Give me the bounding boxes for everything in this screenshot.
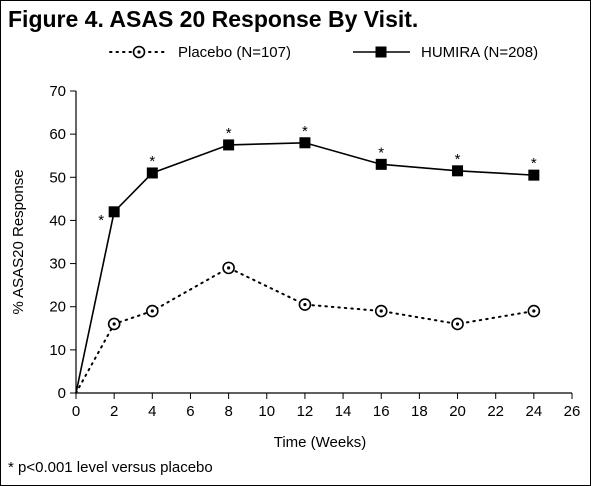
- x-tick-label: 14: [335, 403, 352, 420]
- circle-marker-dot: [150, 309, 154, 313]
- circle-marker-dot: [379, 309, 383, 313]
- significance-asterisk: *: [302, 123, 308, 140]
- circle-marker-dot: [137, 50, 141, 54]
- humira-point: [146, 167, 158, 179]
- placebo-point: [298, 298, 312, 311]
- humira-point: [299, 137, 311, 149]
- y-tick-label: 50: [49, 169, 66, 186]
- y-tick-label: 40: [49, 212, 66, 229]
- humira-line: [75, 141, 534, 394]
- x-tick-label: 18: [411, 403, 428, 420]
- placebo-point: [146, 304, 159, 318]
- axes: [75, 91, 572, 394]
- significance-markers: * * * * * * *: [98, 123, 537, 229]
- circle-marker-dot: [303, 302, 307, 307]
- placebo-point: [107, 317, 121, 331]
- legend-entry-placebo: Placebo (N=107): [109, 44, 291, 61]
- x-tick-label: 26: [564, 403, 581, 420]
- x-tick-label: 4: [148, 403, 156, 420]
- legend: Placebo (N=107) HUMIRA (N=208): [109, 44, 538, 61]
- y-axis-label: % ASAS20 Response: [10, 169, 27, 314]
- x-tick-label: 20: [449, 403, 466, 420]
- series-placebo: [75, 261, 541, 394]
- humira-point: [452, 165, 464, 177]
- placebo-point: [451, 317, 464, 331]
- humira-point: [223, 139, 235, 151]
- placebo-point: [222, 261, 235, 275]
- x-tick-label: 8: [224, 403, 232, 420]
- significance-asterisk: *: [98, 212, 104, 229]
- y-tick-label: 20: [49, 299, 66, 316]
- legend-placebo-label: Placebo (N=107): [178, 44, 291, 61]
- x-tick-label: 22: [487, 403, 504, 420]
- y-tick-label: 60: [49, 126, 66, 143]
- circle-marker-dot: [455, 322, 460, 326]
- x-tick-label: 16: [373, 403, 390, 420]
- humira-point: [108, 206, 120, 218]
- x-tick-label: 12: [297, 403, 314, 420]
- x-tick-label: 0: [72, 403, 80, 420]
- x-tick-label: 10: [258, 403, 275, 420]
- placebo-line: [75, 266, 535, 394]
- placebo-point: [527, 304, 541, 318]
- y-tick-label: 0: [58, 385, 66, 402]
- significance-asterisk: *: [455, 151, 461, 168]
- humira-point: [375, 46, 387, 58]
- placebo-point: [132, 45, 146, 59]
- x-tick-label: 6: [186, 403, 194, 420]
- series-humira: [75, 137, 540, 394]
- x-axis-ticks: 0 2 4 6 8 10 12 14 16 18 20 22 24 26: [72, 393, 581, 420]
- significance-asterisk: *: [226, 125, 232, 142]
- y-axis-ticks: 0 10 20 30 40 50 60 70: [49, 83, 76, 402]
- y-tick-label: 70: [49, 83, 66, 100]
- series-layer: [75, 137, 541, 394]
- significance-asterisk: *: [378, 144, 384, 161]
- x-tick-label: 24: [526, 403, 543, 420]
- y-tick-label: 30: [49, 256, 66, 273]
- legend-entry-humira: HUMIRA (N=208): [353, 44, 538, 61]
- circle-marker-dot: [112, 322, 116, 326]
- humira-point: [528, 169, 540, 181]
- significance-asterisk: *: [149, 153, 155, 170]
- placebo-point: [374, 304, 388, 318]
- legend-humira-label: HUMIRA (N=208): [421, 44, 538, 61]
- circle-marker-dot: [227, 266, 231, 270]
- circle-marker-dot: [532, 309, 536, 313]
- figure-title: Figure 4. ASAS 20 Response By Visit.: [8, 6, 419, 32]
- x-tick-label: 2: [110, 403, 118, 420]
- humira-point: [375, 158, 387, 170]
- y-tick-label: 10: [49, 342, 66, 359]
- footnote: * p<0.001 level versus placebo: [8, 459, 213, 476]
- x-axis-label: Time (Weeks): [274, 434, 367, 451]
- significance-asterisk: *: [531, 155, 537, 172]
